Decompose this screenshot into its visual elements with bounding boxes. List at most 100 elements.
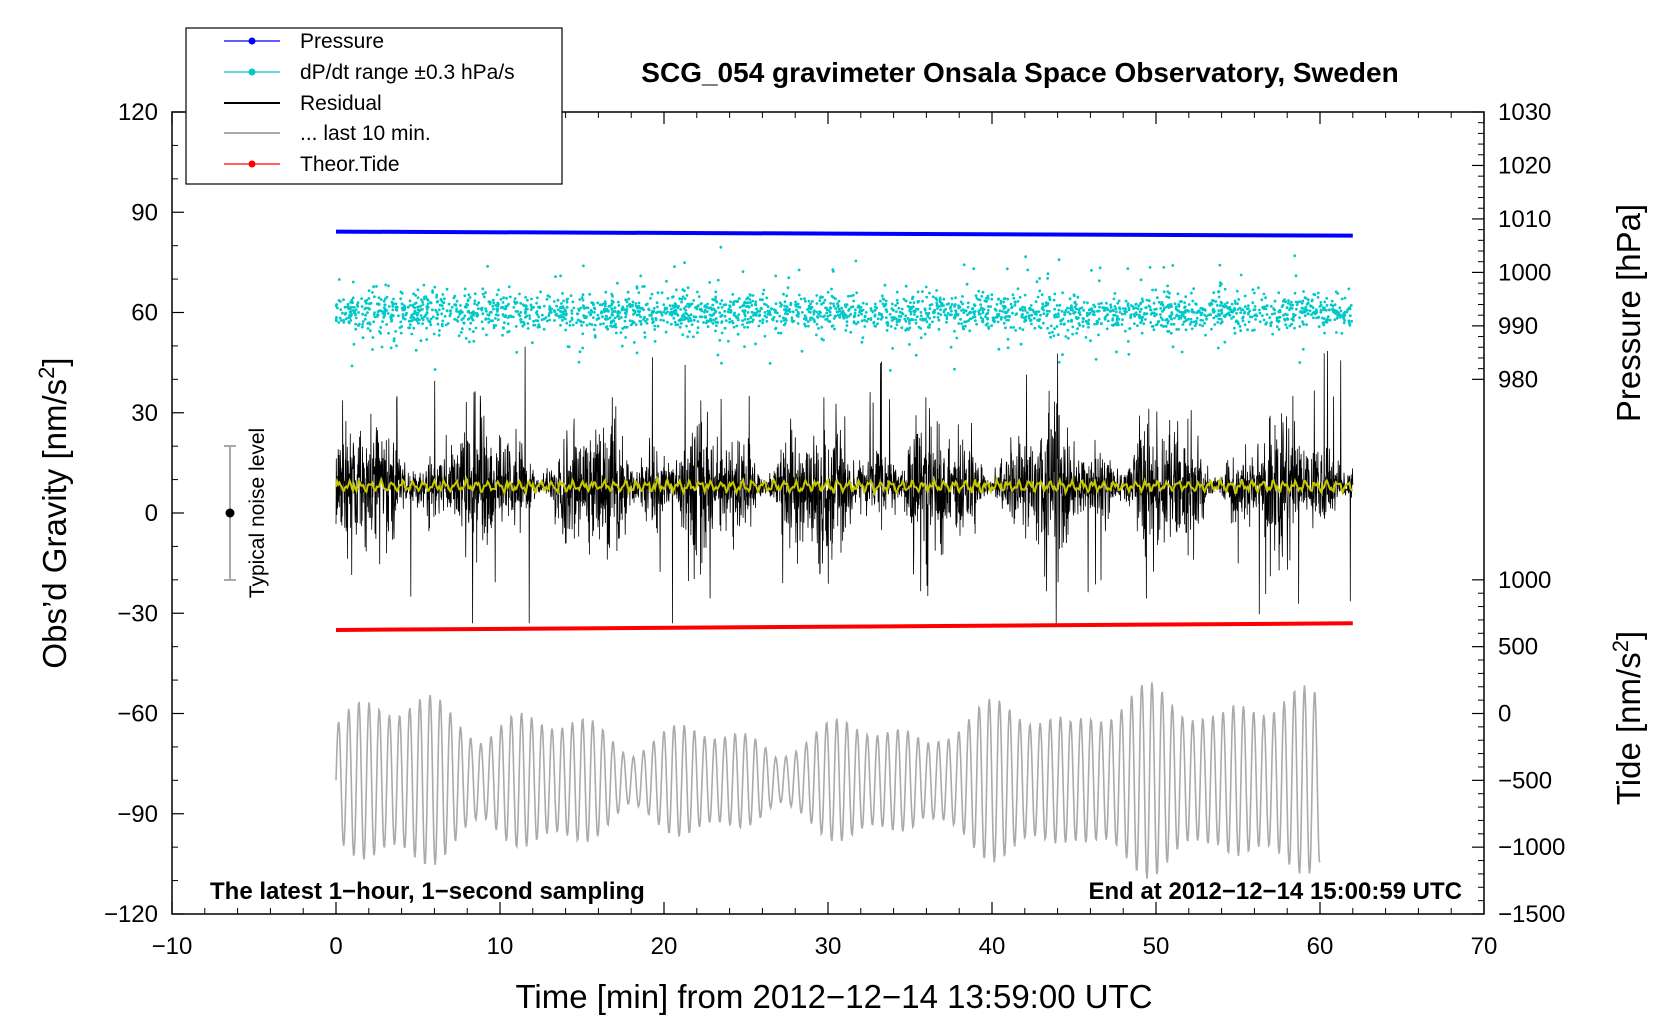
- dpdt-point: [494, 317, 497, 320]
- dpdt-point: [469, 321, 473, 325]
- dpdt-point: [874, 324, 878, 328]
- dpdt-point: [387, 284, 390, 288]
- dpdt-point: [489, 319, 493, 323]
- dpdt-point: [1330, 299, 1334, 303]
- dpdt-point: [1269, 305, 1273, 308]
- dpdt-point: [1167, 319, 1170, 323]
- dpdt-point: [1064, 335, 1068, 338]
- dpdt-point: [433, 285, 437, 289]
- dpdt-point: [645, 321, 649, 325]
- dpdt-point: [599, 322, 602, 326]
- dpdt-point: [873, 314, 877, 318]
- dpdt-point: [628, 319, 632, 323]
- dpdt-point: [751, 294, 755, 297]
- dpdt-point: [610, 313, 614, 317]
- dpdt-point: [1223, 303, 1227, 306]
- dpdt-point: [1019, 342, 1023, 346]
- dpdt-point: [566, 345, 570, 348]
- dpdt-point: [1170, 311, 1174, 314]
- dpdt-point: [681, 288, 685, 291]
- dpdt-point: [1112, 313, 1116, 317]
- dpdt-point: [957, 322, 961, 325]
- dpdt-point: [542, 327, 546, 331]
- dpdt-point: [526, 307, 529, 311]
- dpdt-point: [852, 299, 856, 303]
- dpdt-point: [765, 296, 769, 300]
- dpdt-point: [1213, 323, 1217, 326]
- dpdt-point: [824, 306, 827, 310]
- dpdt-point: [909, 312, 913, 316]
- dpdt-point: [861, 301, 865, 305]
- dpdt-point: [422, 283, 426, 287]
- dpdt-point: [445, 309, 449, 313]
- dpdt-point: [524, 296, 527, 299]
- dpdt-point: [1208, 303, 1212, 307]
- dpdt-point: [961, 295, 964, 298]
- dpdt-point: [517, 312, 521, 316]
- dpdt-point: [815, 322, 819, 326]
- dpdt-point: [1067, 310, 1070, 314]
- dpdt-point: [620, 344, 624, 348]
- dpdt-point: [391, 303, 395, 307]
- dpdt-point: [1349, 304, 1353, 307]
- dpdt-point: [1012, 296, 1016, 300]
- dpdt-point: [399, 331, 403, 335]
- dpdt-point: [818, 299, 822, 302]
- dpdt-point: [884, 316, 888, 319]
- dpdt-point: [443, 314, 447, 318]
- dpdt-point: [1301, 299, 1305, 303]
- dpdt-point: [755, 314, 758, 317]
- dpdt-point: [426, 302, 430, 306]
- dpdt-point: [437, 333, 441, 337]
- dpdt-point: [491, 298, 495, 302]
- dpdt-point: [1109, 303, 1113, 307]
- dpdt-point: [394, 330, 398, 333]
- dpdt-point: [906, 317, 910, 320]
- dpdt-point: [371, 348, 374, 351]
- dpdt-point: [481, 292, 485, 296]
- dpdt-point: [463, 287, 467, 291]
- dpdt-point: [1238, 325, 1242, 328]
- dpdt-point: [354, 327, 358, 331]
- dpdt-point: [685, 294, 689, 297]
- dpdt-point: [666, 320, 669, 324]
- dpdt-point: [364, 306, 368, 310]
- dpdt-point: [360, 325, 364, 329]
- dpdt-point: [584, 306, 588, 310]
- dpdt-point: [708, 281, 712, 284]
- dpdt-point: [715, 324, 718, 327]
- dpdt-point: [482, 295, 486, 299]
- dpdt-point: [869, 307, 873, 310]
- y-tick-label: 60: [131, 300, 158, 327]
- dpdt-point: [401, 315, 405, 319]
- dpdt-point: [1348, 314, 1352, 318]
- dpdt-point: [496, 303, 500, 306]
- dpdt-point: [1233, 326, 1236, 330]
- dpdt-point: [335, 303, 338, 306]
- dpdt-point: [512, 306, 516, 309]
- dpdt-point: [680, 297, 684, 301]
- dpdt-point: [1162, 266, 1166, 269]
- dpdt-point: [1048, 298, 1052, 302]
- legend-item-residual: Residual: [224, 92, 382, 115]
- dpdt-point: [625, 305, 629, 308]
- dpdt-point: [966, 301, 970, 305]
- dpdt-point: [347, 320, 351, 324]
- dpdt-point: [709, 319, 713, 323]
- dpdt-point: [889, 325, 893, 328]
- dpdt-point: [881, 302, 885, 306]
- dpdt-point: [445, 287, 449, 291]
- dpdt-point: [861, 336, 865, 339]
- dpdt-point: [863, 315, 867, 319]
- dpdt-point: [891, 347, 894, 350]
- dpdt-point: [376, 313, 379, 316]
- dpdt-point: [1251, 301, 1255, 304]
- dpdt-point: [986, 305, 990, 308]
- dpdt-point: [564, 309, 567, 313]
- dpdt-point: [565, 305, 569, 309]
- dpdt-point: [581, 332, 585, 336]
- dpdt-point: [1002, 297, 1006, 301]
- dpdt-point: [778, 314, 782, 318]
- dpdt-point: [536, 319, 540, 323]
- dpdt-point: [480, 320, 484, 324]
